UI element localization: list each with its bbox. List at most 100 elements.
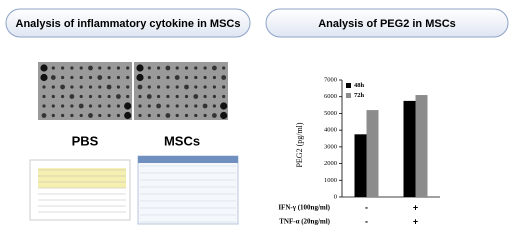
array-spot <box>138 94 142 99</box>
array-spot <box>136 64 144 72</box>
array-spot <box>107 94 111 99</box>
array-spot <box>61 66 65 70</box>
array-spot <box>174 75 180 80</box>
array-spot <box>51 94 55 99</box>
array-spot <box>70 85 74 89</box>
array-spot <box>116 75 120 80</box>
array-spot <box>194 113 198 118</box>
array-spot <box>78 103 84 109</box>
array-spot <box>98 94 102 99</box>
array-spot <box>203 85 207 89</box>
array-spot <box>202 103 208 109</box>
array-spot <box>40 73 48 82</box>
array-spot <box>107 66 111 70</box>
image-label: MSCs <box>164 133 200 148</box>
array-spot <box>116 66 120 70</box>
array-spot <box>166 104 170 108</box>
y-tick-label: 6000 <box>324 93 337 100</box>
array-spot <box>79 85 83 89</box>
array-spot <box>42 94 46 99</box>
array-spot <box>222 66 226 70</box>
array-spot <box>107 113 111 118</box>
array-spot <box>184 66 189 70</box>
array-spot <box>126 75 130 80</box>
array-spot <box>212 85 216 89</box>
array-spot <box>41 113 47 118</box>
array-spot <box>42 104 46 108</box>
array-spot <box>50 75 56 80</box>
array-spot <box>79 66 83 70</box>
array-spot <box>165 65 171 71</box>
array-spot <box>221 75 227 80</box>
array-spot <box>166 94 170 99</box>
array-spot <box>220 102 228 110</box>
array-spot <box>184 75 189 80</box>
array-spot <box>126 85 130 89</box>
array-spot <box>194 66 198 70</box>
header-pill <box>265 8 509 38</box>
y-tick-label: 7000 <box>324 76 337 83</box>
image-label: PBS <box>72 133 99 148</box>
bar <box>354 134 367 197</box>
array-spot <box>147 66 151 70</box>
array-spot <box>61 94 65 99</box>
header-pill <box>5 8 251 38</box>
array-spot <box>116 104 120 108</box>
array-spot <box>70 113 74 118</box>
y-tick-label: 2000 <box>324 160 337 167</box>
array-spot <box>98 104 102 108</box>
bar <box>403 100 416 197</box>
y-tick-label: 5000 <box>324 110 337 117</box>
array-spot <box>212 113 217 118</box>
array-spot <box>147 75 151 80</box>
array-spot <box>157 75 161 80</box>
array-spot <box>51 66 55 70</box>
array-spot <box>116 94 121 99</box>
array-spot <box>98 113 102 118</box>
array-spot <box>184 84 189 90</box>
array-spot <box>184 94 189 99</box>
y-axis-label: PEG2 (pg/ml) <box>295 122 304 167</box>
array-spot <box>194 75 198 80</box>
array-spot <box>69 94 75 99</box>
array-spot <box>193 94 199 99</box>
array-spot <box>166 75 170 80</box>
array-spot <box>42 85 46 89</box>
array-spot <box>184 113 189 118</box>
array-spot <box>88 75 93 80</box>
condition-sign: + <box>413 202 418 212</box>
array-spot <box>146 94 152 99</box>
array-spot <box>40 64 48 72</box>
array-spot <box>60 84 65 90</box>
y-tick-label: 3000 <box>324 143 337 150</box>
condition-label: TNF-α (20ng/ml) <box>279 218 330 226</box>
bar <box>415 95 428 197</box>
array-spot <box>97 75 103 80</box>
array-spot <box>107 75 111 80</box>
left-title: Analysis of inflammatory cytokine in MSC… <box>16 18 241 30</box>
y-tick-label: 1000 <box>324 177 337 184</box>
table-lines <box>38 165 236 223</box>
y-tick-label: 0 <box>334 193 337 200</box>
condition-label: IFN-γ (100ng/ml) <box>278 204 330 212</box>
array-spot <box>124 102 132 110</box>
array-spot <box>107 104 111 108</box>
array-image <box>38 62 132 120</box>
slide: Analysis of inflammatory cytokine in MSC… <box>5 8 509 226</box>
legend-swatch <box>346 83 351 88</box>
array-spot <box>222 85 226 89</box>
array-spot <box>61 113 65 118</box>
legend-swatch <box>346 93 351 98</box>
array-spot <box>175 104 179 108</box>
array-spot <box>157 94 161 99</box>
array-spot <box>175 94 179 99</box>
array-spot <box>203 94 207 99</box>
array-spot <box>70 104 74 108</box>
condition-sign: + <box>413 216 418 226</box>
array-spot <box>98 66 102 70</box>
array-spot <box>203 113 207 118</box>
array-spot <box>212 104 216 108</box>
array-spot <box>212 65 217 71</box>
array-spot <box>147 104 151 108</box>
bar <box>366 110 379 197</box>
